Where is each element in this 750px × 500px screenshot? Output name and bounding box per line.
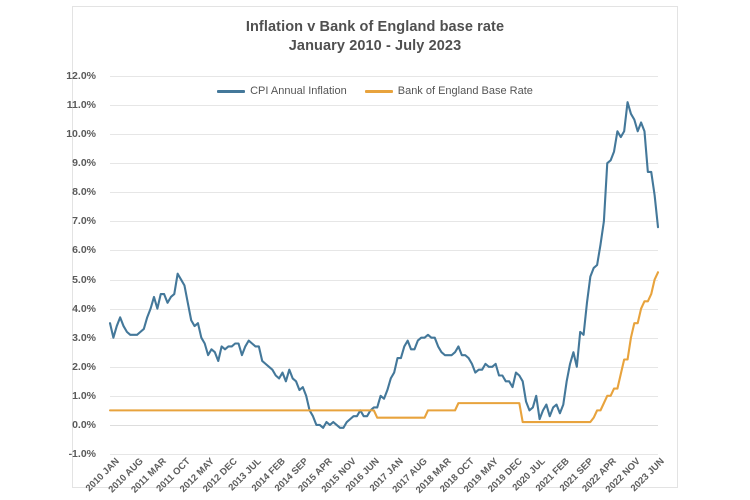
gridline: [110, 279, 658, 281]
y-axis-tick-label: 2.0%: [72, 360, 96, 373]
gridline: [110, 105, 658, 107]
y-axis-tick-label: 1.0%: [72, 389, 96, 402]
series-line-cpi: [108, 101, 660, 429]
legend-item-cpi[interactable]: CPI Annual Inflation: [217, 85, 347, 97]
gridline: [110, 308, 658, 310]
legend-item-base-rate[interactable]: Bank of England Base Rate: [364, 85, 533, 97]
gridline: [110, 134, 658, 136]
y-axis-tick-label: -1.0%: [68, 448, 96, 460]
legend-swatch-base-rate: [364, 89, 393, 93]
gridline: [110, 454, 658, 455]
y-axis-tick-label: 6.0%: [72, 244, 96, 257]
y-axis-tick-label: 3.0%: [72, 331, 96, 344]
chart-title: Inflation v Bank of England base rate Ja…: [72, 18, 678, 56]
y-axis-tick-label: 4.0%: [72, 302, 96, 315]
legend-label-base-rate: Bank of England Base Rate: [397, 85, 533, 97]
gridline: [110, 337, 658, 339]
chart-legend: CPI Annual Inflation Bank of England Bas…: [72, 85, 678, 97]
y-axis-tick-label: 0.0%: [72, 418, 96, 431]
plot-area: [108, 76, 660, 455]
x-axis-labels: 2010 JAN 2010 AUG 2011 MAR 2011 OCT 2012 MAY…: [84, 456, 667, 500]
chart-subtitle: January 2010 - July 2023: [288, 38, 462, 54]
gridline: [110, 163, 658, 165]
y-axis-tick-label: 10.0%: [66, 128, 96, 141]
y-axis-tick-label: 9.0%: [72, 157, 96, 170]
series-line-base-rate: [108, 271, 660, 424]
chart-title-line1: Inflation v Bank of England base rate: [245, 19, 505, 35]
gridline: [110, 221, 658, 223]
series-layer: [108, 101, 660, 429]
y-axis-labels: 12.0% 11.0% 10.0% 9.0% 8.0% 7.0% 6.0% 5.0% 4.0% 3…: [0, 70, 104, 460]
gridline: [110, 250, 658, 252]
y-axis-tick-label: 5.0%: [72, 273, 96, 286]
gridline: [110, 366, 658, 368]
y-axis-tick-label: 7.0%: [72, 215, 96, 228]
y-axis-tick-label: 12.0%: [66, 70, 96, 82]
gridline: [110, 192, 658, 194]
y-axis-tick-label: 8.0%: [72, 186, 96, 199]
gridline: [110, 76, 658, 77]
y-axis-tick-label: 11.0%: [66, 99, 96, 112]
legend-swatch-cpi: [217, 89, 246, 93]
legend-label-cpi: CPI Annual Inflation: [250, 85, 347, 97]
gridline: [110, 424, 658, 426]
